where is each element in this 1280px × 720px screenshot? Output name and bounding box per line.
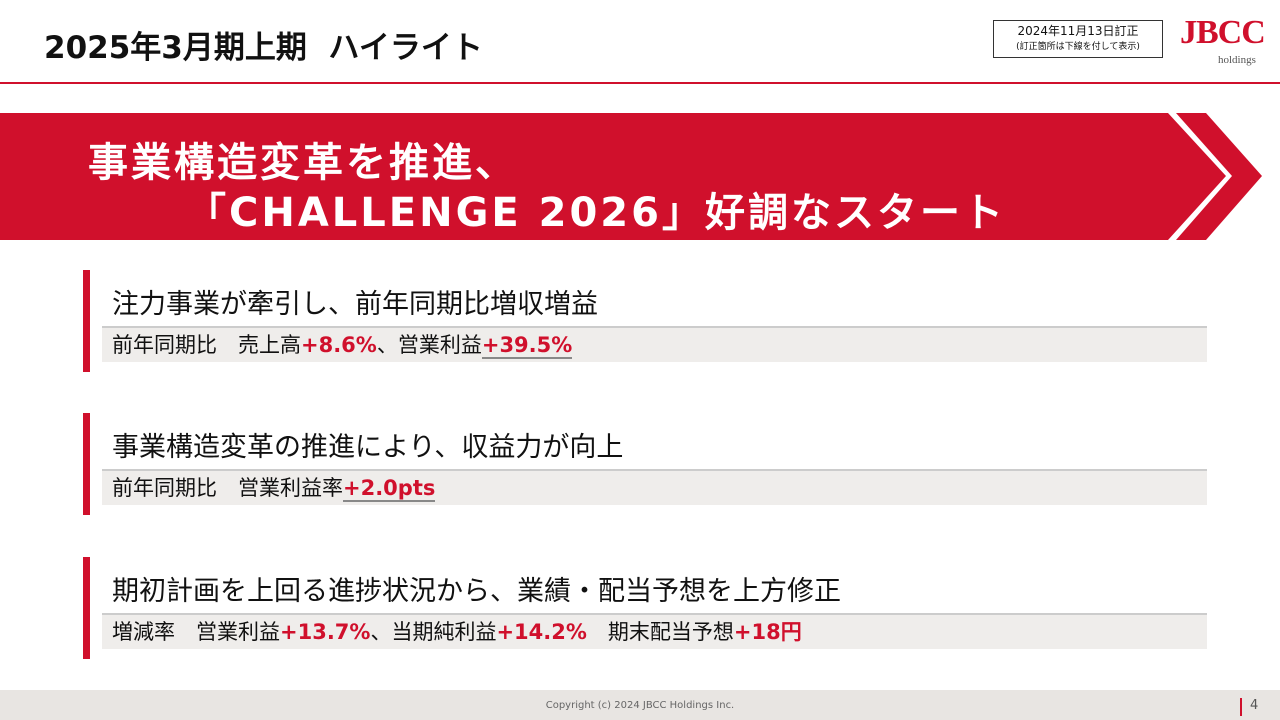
section-bar [83, 557, 90, 659]
page-title: 2025年3月期上期 ハイライト [44, 30, 483, 66]
banner-band [0, 113, 1226, 240]
detail-figure: +14.2% [496, 620, 587, 644]
page-marker [1240, 698, 1242, 716]
section-bar [83, 413, 90, 515]
logo-sub: holdings [1218, 54, 1256, 66]
detail-figure: +18円 [733, 620, 802, 644]
detail-text: 、当期純利益 [370, 620, 497, 644]
footer [0, 690, 1280, 720]
detail-text: 前年同期比 営業利益率 [112, 476, 343, 500]
header-rule [0, 82, 1280, 84]
detail-text: 、営業利益 [376, 333, 482, 357]
section-detail: 前年同期比 営業利益率+2.0pts [102, 469, 1207, 505]
section-bar [83, 270, 90, 372]
copyright: Copyright (c) 2024 JBCC Holdings Inc. [545, 700, 735, 711]
detail-figure: +2.0pts [343, 476, 436, 502]
banner-line: 事業構造変革を推進、 [88, 140, 518, 186]
banner-line: 「CHALLENGE 2026」好調なスタート [186, 190, 1006, 236]
detail-figure: +13.7% [280, 620, 371, 644]
revision-explanation: (訂正箇所は下線を付して表示) [1016, 42, 1140, 52]
detail-text: 増減率 営業利益 [112, 620, 280, 644]
logo-name: JBCC [1180, 14, 1266, 51]
section-detail: 増減率 営業利益+13.7%、当期純利益+14.2% 期末配当予想+18円 [102, 613, 1207, 649]
section-heading: 注力事業が牽引し、前年同期比増収増益 [112, 289, 598, 320]
detail-figure: +8.6% [301, 333, 377, 357]
section-detail: 前年同期比 売上高+8.6%、営業利益+39.5% [102, 326, 1207, 362]
section-heading: 期初計画を上回る進捗状況から、業績・配当予想を上方修正 [112, 576, 841, 607]
detail-text: 期末配当予想 [586, 620, 734, 644]
banner-chevron [1176, 113, 1262, 240]
revision-date: 2024年11月13日訂正 [1017, 24, 1139, 38]
revision-note: 2024年11月13日訂正 (訂正箇所は下線を付して表示) [993, 20, 1163, 58]
detail-figure: +39.5% [481, 333, 573, 359]
banner-shape [0, 113, 1262, 240]
section-heading: 事業構造変革の推進により、収益力が向上 [112, 432, 624, 463]
detail-text: 前年同期比 売上高 [112, 333, 301, 357]
logo: JBCC holdings [1180, 14, 1266, 66]
page-number: 4 [1250, 698, 1259, 713]
